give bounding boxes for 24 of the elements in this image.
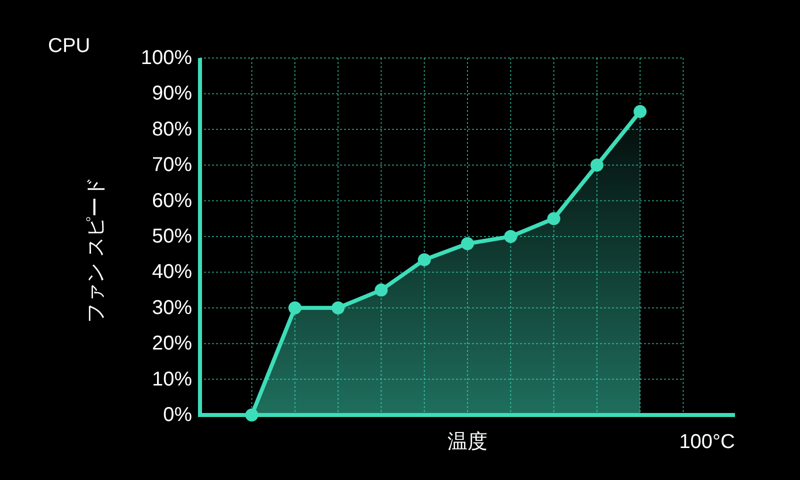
point — [590, 158, 604, 172]
point — [332, 301, 345, 314]
chart-title: CPU — [48, 35, 90, 57]
y-tick-label: 40% — [152, 261, 192, 284]
y-tick-label: 30% — [152, 296, 192, 319]
y-tick-label: 10% — [152, 368, 192, 390]
y-axis-title: ファン スピード — [85, 177, 107, 323]
point — [461, 237, 474, 250]
y-tick-label: 60% — [152, 190, 192, 212]
point — [374, 284, 388, 297]
text: 100°C — [679, 431, 735, 453]
point — [504, 230, 518, 243]
point — [418, 253, 431, 266]
y-tick-label: 20% — [152, 332, 192, 355]
y-tick-label: 90% — [152, 82, 192, 105]
y-tick-label: 100% — [140, 47, 192, 69]
y-tick-label: 50% — [152, 226, 192, 248]
x-axis-title: 温度 — [448, 431, 488, 453]
y-tick-label: 80% — [152, 118, 192, 140]
point — [547, 212, 560, 226]
point — [288, 301, 302, 314]
y-tick-label: 70% — [152, 154, 192, 176]
y-tick-label: 0% — [163, 404, 192, 426]
point — [634, 105, 647, 118]
